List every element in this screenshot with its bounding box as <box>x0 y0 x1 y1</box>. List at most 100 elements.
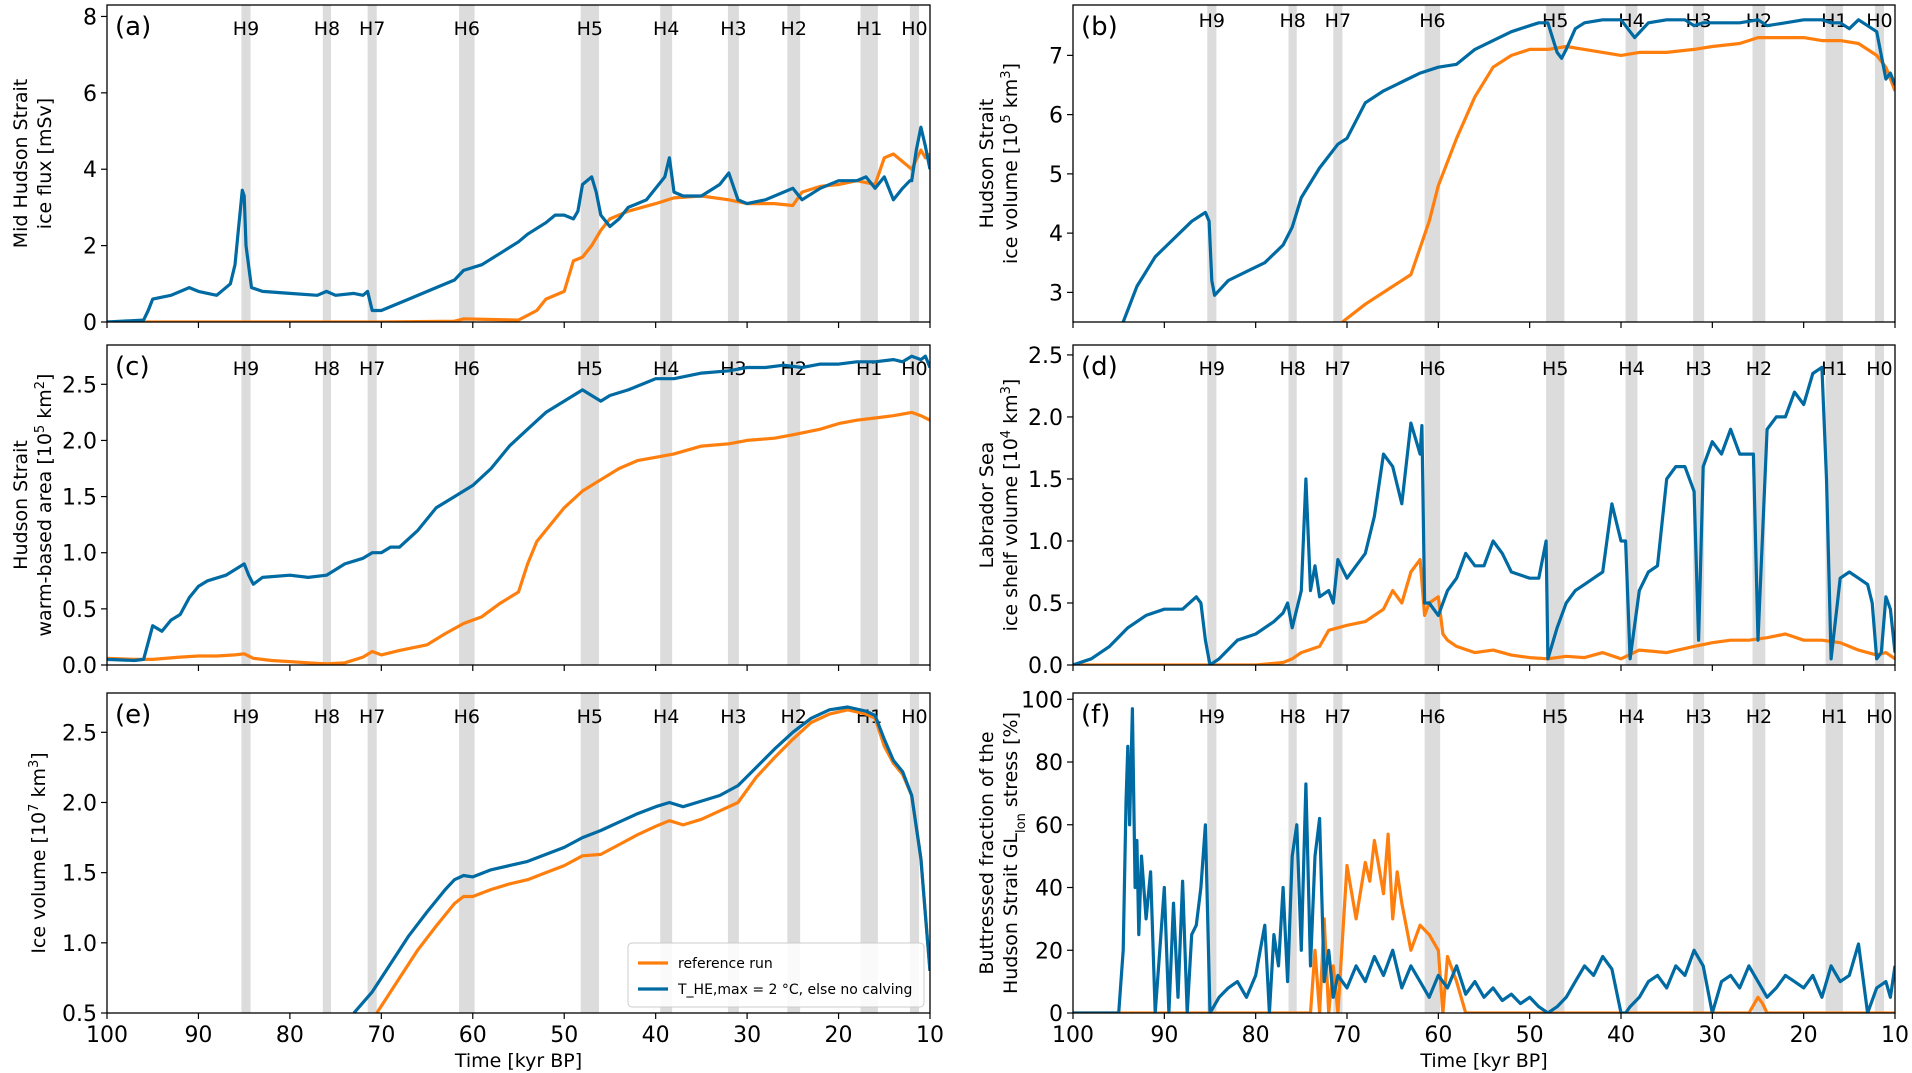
heinrich-label: H6 <box>1419 358 1445 380</box>
heinrich-label: H4 <box>653 358 679 380</box>
heinrich-band-H6 <box>1424 5 1441 322</box>
y-tick-label: 4 <box>83 158 97 183</box>
heinrich-band-H6 <box>1424 345 1441 665</box>
y-tick-label: 5 <box>1049 163 1063 188</box>
heinrich-band-H1 <box>860 693 878 1013</box>
y-tick-label: 0.5 <box>1028 592 1063 617</box>
x-tick-label: 50 <box>550 1023 578 1048</box>
heinrich-label: H4 <box>653 18 679 40</box>
heinrich-band-H6 <box>459 5 475 322</box>
panel-a: H9 H8 H7 H6 H5 H4 H3 H2 H1 H0 0 2 4 6 8 (a) Mid Hudson S… <box>10 4 931 336</box>
y-tick-label: 80 <box>1035 751 1063 776</box>
heinrich-label: H7 <box>1325 358 1351 380</box>
y-tick-label: 2.0 <box>62 429 97 454</box>
y-tick-label: 100 <box>1021 688 1063 713</box>
heinrich-label: H7 <box>1325 706 1351 728</box>
x-tick-label: 10 <box>916 1023 944 1048</box>
series-line-experiment <box>107 354 930 663</box>
x-tick-label: 30 <box>733 1023 761 1048</box>
heinrich-band-H8 <box>322 693 332 1013</box>
heinrich-label: H0 <box>1866 706 1892 728</box>
heinrich-label: H0 <box>1866 358 1892 380</box>
heinrich-band-H0 <box>909 345 920 665</box>
series-line-reference <box>107 148 930 322</box>
heinrich-band-H3 <box>1693 5 1705 322</box>
heinrich-label: H8 <box>1279 706 1305 728</box>
y-tick-label: 40 <box>1035 877 1063 902</box>
heinrich-band-H1 <box>1825 5 1843 322</box>
heinrich-band-H5 <box>580 345 599 665</box>
heinrich-band-H7 <box>367 345 377 665</box>
heinrich-label: H2 <box>781 18 807 40</box>
heinrich-band-H4 <box>660 5 673 322</box>
y-axis-label: ice flux [mSv] <box>34 98 56 229</box>
x-tick-label: 50 <box>1516 1023 1544 1048</box>
heinrich-label: H6 <box>1419 706 1445 728</box>
x-tick-label: 80 <box>276 1023 304 1048</box>
heinrich-band-H2 <box>787 345 801 665</box>
heinrich-label: H6 <box>454 706 480 728</box>
y-tick-label: 6 <box>83 82 97 107</box>
axes-frame <box>1072 344 1896 666</box>
heinrich-label: H0 <box>901 706 927 728</box>
y-tick-label: 2.5 <box>1028 344 1063 369</box>
heinrich-label: H6 <box>454 358 480 380</box>
y-axis-label: Buttressed fraction of the <box>976 731 998 974</box>
panel-tag: (b) <box>1081 12 1118 42</box>
heinrich-label: H9 <box>1199 706 1225 728</box>
heinrich-band-H0 <box>909 693 920 1013</box>
axes-frame <box>106 344 931 666</box>
heinrich-label: H7 <box>359 18 385 40</box>
y-tick-label: 0.5 <box>62 598 97 623</box>
y-axis-label: ice volume [105 km3] <box>999 63 1023 264</box>
heinrich-band-H2 <box>1752 693 1766 1013</box>
heinrich-band-H9 <box>241 345 251 665</box>
heinrich-band-H8 <box>322 5 332 322</box>
heinrich-band-H4 <box>660 345 673 665</box>
heinrich-band-H7 <box>367 5 377 322</box>
x-tick-label: 10 <box>1881 1023 1909 1048</box>
legend: reference run T_HE,max = 2 °C, else no ca… <box>627 942 925 1008</box>
heinrich-label: H3 <box>1685 358 1711 380</box>
y-tick-label: 1.0 <box>1028 530 1063 555</box>
y-tick-label: 2 <box>83 235 97 260</box>
heinrich-label: H6 <box>454 18 480 40</box>
heinrich-band-H7 <box>1333 345 1343 665</box>
heinrich-band-H5 <box>1546 5 1565 322</box>
y-tick-label: 2.5 <box>62 373 97 398</box>
heinrich-band-H3 <box>727 345 739 665</box>
legend-frame <box>627 942 925 1008</box>
y-tick-label: 60 <box>1035 814 1063 839</box>
heinrich-label: H4 <box>1618 706 1644 728</box>
heinrich-band-H0 <box>1874 693 1885 1013</box>
heinrich-band-H9 <box>1207 5 1217 322</box>
heinrich-band-H5 <box>1546 345 1565 665</box>
y-tick-label: 3 <box>1049 281 1063 306</box>
x-tick-label: 40 <box>1607 1023 1635 1048</box>
x-tick-label: 20 <box>825 1023 853 1048</box>
heinrich-band-H8 <box>322 345 332 665</box>
x-tick-label: 100 <box>86 1023 128 1048</box>
y-tick-label: 7 <box>1049 44 1063 69</box>
heinrich-label: H7 <box>359 358 385 380</box>
heinrich-band-H0 <box>1874 5 1885 322</box>
heinrich-label: H9 <box>1199 10 1225 32</box>
heinrich-band-H1 <box>860 5 878 322</box>
heinrich-label: H2 <box>1746 358 1772 380</box>
series-line-reference <box>375 708 930 1013</box>
heinrich-label: H5 <box>577 18 603 40</box>
y-tick-label: 2.5 <box>62 721 97 746</box>
y-tick-label: 0.0 <box>1028 654 1063 679</box>
heinrich-label: H8 <box>314 358 340 380</box>
heinrich-band-H9 <box>241 693 251 1013</box>
series-line-reference <box>1073 558 1895 665</box>
heinrich-label: H9 <box>1199 358 1225 380</box>
heinrich-label: H6 <box>1419 10 1445 32</box>
heinrich-label: H1 <box>1821 706 1847 728</box>
heinrich-band-H4 <box>1625 5 1638 322</box>
x-tick-label: 20 <box>1790 1023 1818 1048</box>
heinrich-label: H9 <box>233 358 259 380</box>
heinrich-label: H5 <box>577 358 603 380</box>
